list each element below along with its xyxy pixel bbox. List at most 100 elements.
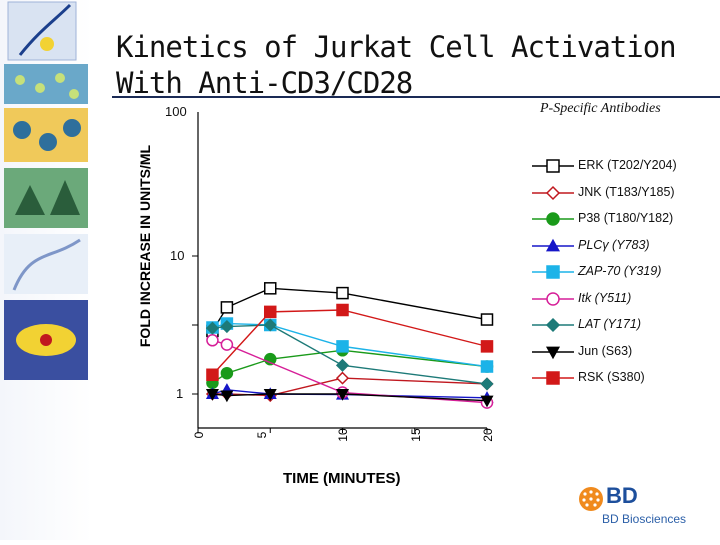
slide-title-line-2: With Anti-CD3/CD28 <box>116 66 413 100</box>
legend-marker <box>546 371 560 385</box>
data-point-7-1 <box>220 390 234 403</box>
data-point-5-1 <box>220 338 234 351</box>
legend-swatch <box>532 291 574 306</box>
series-6 <box>205 318 494 391</box>
y-tick-label-1: 1 <box>176 386 184 401</box>
series-line-0 <box>211 287 488 332</box>
legend-label: JNK (T183/Y185) <box>578 184 675 199</box>
data-point-7-0 <box>205 389 219 401</box>
series-3 <box>205 383 494 403</box>
legend-item: ZAP-70 (Y319) <box>530 261 720 283</box>
data-point-0-4 <box>480 313 494 326</box>
y-axis-label: FOLD INCREASE IN UNITS/ML <box>137 144 153 348</box>
legend-item: LAT (Y171) <box>530 314 720 336</box>
data-point-3-0 <box>205 387 219 399</box>
legend-swatch <box>532 346 574 359</box>
legend-label: Itk (Y511) <box>578 290 632 305</box>
data-point-1-4 <box>480 377 494 391</box>
series-line-6 <box>212 324 488 385</box>
legend-item: PLCγ (Y783) <box>530 235 720 257</box>
data-point-1-3 <box>335 371 350 385</box>
legend-label: Jun (S63) <box>578 343 633 358</box>
bd-logo-icon <box>579 487 603 511</box>
data-point-8-3 <box>480 340 494 353</box>
legend-marker <box>546 212 560 226</box>
data-point-4-3 <box>336 340 349 353</box>
series-line-2 <box>212 349 488 384</box>
legend-item: JNK (T183/Y185) <box>530 182 720 204</box>
slide-title-line-1: Kinetics of Jurkat Cell Activation <box>116 30 677 64</box>
data-point-3-4 <box>480 391 494 403</box>
legend-item: P38 (T180/Y182) <box>530 208 720 230</box>
data-point-2-4 <box>480 360 494 373</box>
legend-swatch <box>532 371 574 385</box>
data-point-3-3 <box>335 387 350 400</box>
decorative-cell-illustrations <box>4 1 88 380</box>
series-7 <box>205 389 494 408</box>
data-point-6-1 <box>220 319 234 334</box>
data-point-1-0 <box>205 387 220 401</box>
y-tick-label-100: 100 <box>165 104 187 119</box>
bd-logo-text: BD <box>606 483 638 508</box>
data-point-0-1 <box>220 301 234 314</box>
legend-swatch <box>532 185 574 200</box>
data-point-0-2 <box>264 282 277 295</box>
legend-item: Jun (S63) <box>530 341 720 363</box>
legend-marker <box>545 317 561 333</box>
y-tick-label-10: 10 <box>170 248 185 263</box>
series-4 <box>206 317 494 373</box>
legend-marker <box>545 185 561 200</box>
data-point-5-3 <box>480 396 494 409</box>
data-point-4-4 <box>480 360 494 373</box>
series-8 <box>206 303 494 382</box>
legend-item: ERK (T202/Y204) <box>530 155 720 177</box>
data-point-2-2 <box>264 352 277 366</box>
series-0 <box>206 282 494 338</box>
data-point-7-3 <box>335 389 350 401</box>
legend-marker <box>546 291 560 306</box>
data-point-5-0 <box>206 334 219 347</box>
data-point-8-2 <box>336 303 349 317</box>
data-point-8-0 <box>206 368 219 382</box>
data-point-7-2 <box>263 389 277 401</box>
bd-biosciences-text: BD Biosciences <box>602 512 687 526</box>
series-5 <box>206 334 494 409</box>
data-point-3-1 <box>220 383 234 395</box>
legend-item: RSK (S380) <box>530 367 720 389</box>
legend-swatch <box>532 265 574 279</box>
legend-marker <box>546 159 560 173</box>
decorative-sidebar <box>0 0 92 540</box>
data-point-2-1 <box>220 366 234 380</box>
x-tick-label-5: 5 <box>255 431 269 439</box>
data-point-6-0 <box>205 321 220 335</box>
legend-label: LAT (Y171) <box>578 317 641 331</box>
data-point-4-0 <box>206 321 219 334</box>
legend-swatch <box>532 159 574 173</box>
legend-item: Itk (Y511) <box>530 288 720 310</box>
series-line-7 <box>212 393 488 402</box>
legend-label: RSK (S380) <box>578 370 645 384</box>
data-point-8-1 <box>264 305 277 319</box>
series-1 <box>205 371 494 403</box>
legend-marker <box>546 265 560 279</box>
legend-label: P38 (T180/Y182) <box>578 211 674 225</box>
x-tick-label-20: 20 <box>481 428 495 442</box>
x-tick-label-0: 0 <box>192 431 206 439</box>
subtitle: P-Specific Antibodies <box>540 101 661 116</box>
series-line-8 <box>211 309 488 376</box>
data-point-6-2 <box>263 318 277 332</box>
data-point-1-1 <box>220 387 234 401</box>
series-2 <box>206 344 494 390</box>
data-point-0-3 <box>336 286 349 300</box>
data-point-2-0 <box>206 376 219 390</box>
data-point-1-2 <box>263 388 277 403</box>
legend-label: ERK (T202/Y204) <box>578 158 677 172</box>
data-point-2-3 <box>336 344 349 357</box>
legend-label: PLCγ (Y783) <box>578 237 650 252</box>
data-point-0-0 <box>206 324 219 338</box>
legend-swatch <box>532 317 574 333</box>
series-line-5 <box>212 339 488 404</box>
x-axis-label: TIME (MINUTES) <box>283 470 401 487</box>
data-point-6-3 <box>335 358 350 372</box>
